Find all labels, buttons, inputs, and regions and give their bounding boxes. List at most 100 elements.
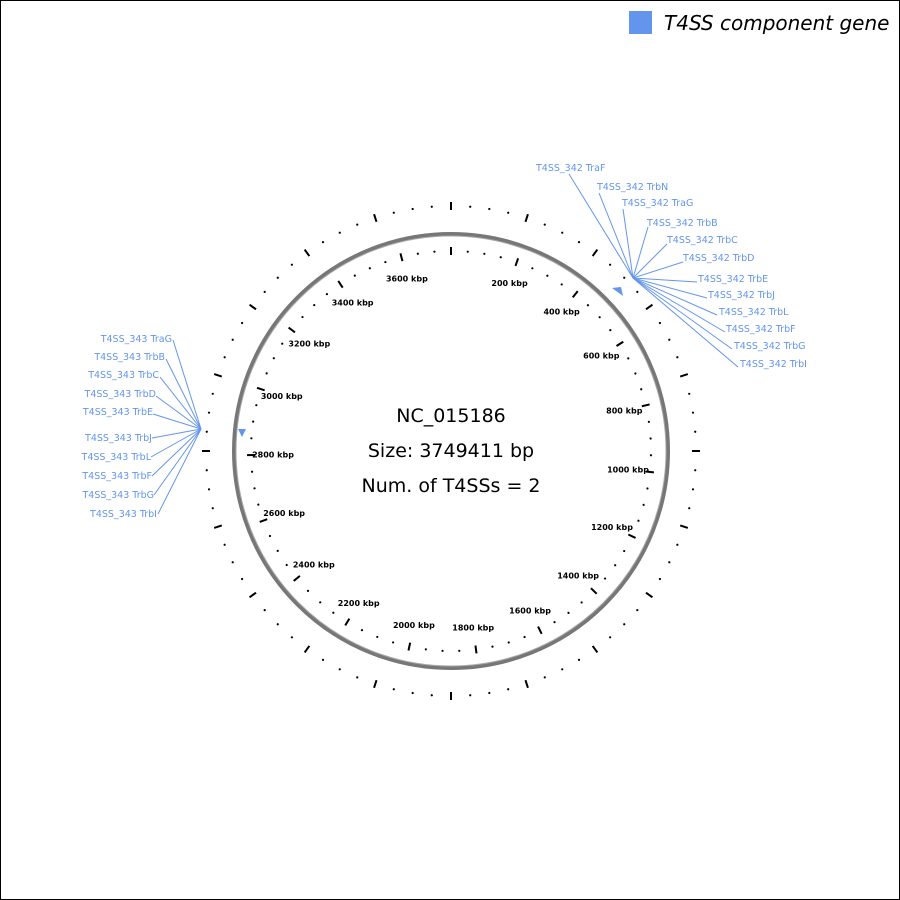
gene-label[interactable]: T4SS_343 TrbB bbox=[93, 352, 165, 363]
minor-tick bbox=[353, 274, 356, 277]
minor-tick bbox=[560, 283, 563, 286]
minor-tick bbox=[276, 549, 279, 552]
outer-minor-tick bbox=[223, 356, 226, 359]
minor-tick bbox=[458, 649, 461, 652]
gene-label[interactable]: T4SS_342 TrbB bbox=[646, 218, 718, 229]
gene-label[interactable]: T4SS_342 TrbL bbox=[718, 307, 789, 318]
gene-label[interactable]: T4SS_343 TrbJ bbox=[84, 433, 152, 444]
gene-leader-line bbox=[568, 173, 634, 279]
outer-minor-tick bbox=[205, 469, 208, 472]
outer-minor-tick bbox=[241, 321, 244, 325]
outer-major-tick bbox=[213, 373, 223, 378]
gene-label[interactable]: T4SS_343 TrbL bbox=[81, 452, 152, 463]
scale-label: 1800 kbp bbox=[452, 624, 494, 633]
gene-label[interactable]: T4SS_343 TraG bbox=[100, 334, 172, 345]
outer-minor-tick bbox=[290, 636, 293, 639]
gene-label[interactable]: T4SS_343 TrbI bbox=[89, 509, 157, 520]
outer-major-tick bbox=[213, 524, 223, 529]
minor-tick bbox=[313, 303, 316, 307]
outer-minor-tick bbox=[321, 241, 325, 244]
outer-minor-tick bbox=[411, 691, 414, 695]
minor-tick bbox=[272, 357, 275, 360]
scale-label: 1200 kbp bbox=[591, 523, 633, 532]
gene-leader-line bbox=[632, 277, 733, 350]
outer-minor-tick bbox=[658, 321, 661, 325]
outer-major-tick bbox=[303, 645, 311, 654]
outer-minor-tick bbox=[688, 507, 691, 510]
minor-tick bbox=[531, 267, 534, 270]
major-tick bbox=[399, 253, 404, 262]
gene-label[interactable]: T4SS_342 TraG bbox=[621, 198, 693, 209]
minor-tick bbox=[649, 437, 652, 440]
outer-major-tick bbox=[248, 303, 257, 311]
minor-tick bbox=[649, 454, 653, 457]
outer-minor-tick bbox=[609, 636, 612, 639]
minor-tick bbox=[523, 635, 526, 639]
outer-minor-tick bbox=[276, 623, 279, 626]
gene-label[interactable]: T4SS_342 TrbG bbox=[733, 341, 806, 352]
gene-label[interactable]: T4SS_343 TrbC bbox=[87, 370, 159, 381]
scale-label: 2200 kbp bbox=[338, 599, 380, 608]
minor-tick bbox=[257, 503, 260, 506]
minor-tick bbox=[301, 315, 304, 319]
outer-minor-tick bbox=[356, 676, 359, 679]
scale-label: 1600 kbp bbox=[509, 606, 551, 615]
legend: T4SS component gene bbox=[629, 11, 889, 35]
gene-label[interactable]: T4SS_342 TrbC bbox=[666, 235, 738, 246]
gene-label[interactable]: T4SS_343 TrbF bbox=[81, 471, 152, 482]
outer-minor-tick bbox=[211, 507, 214, 510]
gene-label[interactable]: T4SS_342 TrbF bbox=[725, 324, 796, 335]
outer-minor-tick bbox=[411, 207, 414, 211]
outer-minor-tick bbox=[609, 263, 612, 266]
gene-leader-line bbox=[632, 277, 726, 333]
gene-label[interactable]: T4SS_343 TrbD bbox=[84, 389, 156, 400]
gene-leader-line bbox=[165, 358, 202, 430]
gene-leader-line bbox=[632, 277, 739, 368]
outer-minor-tick bbox=[507, 688, 510, 691]
minor-tick bbox=[483, 252, 486, 255]
scale-label: 600 kbp bbox=[583, 352, 620, 361]
outer-major-tick bbox=[591, 248, 599, 257]
outer-minor-tick bbox=[636, 609, 639, 612]
genome-accession: NC_015186 bbox=[396, 405, 506, 427]
outer-minor-tick bbox=[668, 561, 671, 564]
gene-label[interactable]: T4SS_342 TrbJ bbox=[707, 290, 775, 301]
legend-label: T4SS component gene bbox=[664, 11, 889, 35]
outer-minor-tick bbox=[507, 211, 510, 214]
gene-leader-line bbox=[632, 261, 684, 279]
gene-label[interactable]: T4SS_343 TrbG bbox=[81, 490, 154, 501]
outer-minor-tick bbox=[691, 411, 695, 414]
t4ss-count: Num. of T4SSs = 2 bbox=[362, 475, 541, 497]
gene-leader-line bbox=[150, 428, 202, 458]
gene-label[interactable]: T4SS_342 TrbI bbox=[739, 359, 807, 370]
minor-tick bbox=[376, 635, 379, 639]
minor-tick bbox=[647, 420, 650, 423]
outer-minor-tick bbox=[356, 223, 359, 226]
minor-tick bbox=[285, 563, 288, 567]
minor-tick bbox=[580, 601, 583, 604]
gene-leader-line bbox=[151, 428, 202, 439]
outer-minor-tick bbox=[205, 430, 208, 433]
outer-minor-tick bbox=[276, 276, 279, 279]
minor-tick bbox=[433, 250, 436, 253]
outer-major-tick bbox=[645, 591, 654, 599]
gene-label[interactable]: T4SS_342 TrbN bbox=[596, 182, 668, 193]
outer-minor-tick bbox=[207, 488, 211, 491]
outer-minor-tick bbox=[338, 231, 341, 234]
minor-tick bbox=[250, 470, 254, 473]
outer-minor-tick bbox=[469, 694, 472, 697]
gene-label[interactable]: T4SS_342 TraF bbox=[535, 163, 605, 174]
minor-tick bbox=[634, 372, 637, 375]
gene-label[interactable]: T4SS_343 TrbE bbox=[82, 407, 153, 418]
outer-major-tick bbox=[679, 373, 689, 378]
gene-label[interactable]: T4SS_342 TrbE bbox=[697, 274, 768, 285]
outer-minor-tick bbox=[469, 205, 472, 208]
minor-tick bbox=[603, 577, 607, 580]
minor-tick bbox=[319, 601, 322, 604]
gene-label[interactable]: T4SS_342 TrbD bbox=[682, 253, 754, 264]
minor-tick bbox=[424, 648, 427, 651]
scale-label: 400 kbp bbox=[543, 308, 580, 317]
outer-minor-tick bbox=[392, 688, 395, 691]
gene-leader-line bbox=[622, 208, 634, 279]
